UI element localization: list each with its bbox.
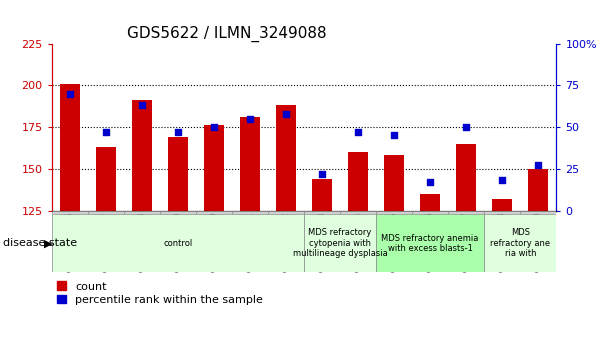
Bar [384,155,404,211]
FancyBboxPatch shape [196,211,232,214]
Bar [132,100,152,211]
Text: control: control [163,239,193,248]
FancyBboxPatch shape [160,211,196,214]
Point [173,129,183,135]
Point [209,124,219,130]
Text: GSM1515753: GSM1515753 [317,211,326,272]
Bar [96,147,116,211]
FancyBboxPatch shape [88,211,124,214]
Text: GSM1515747: GSM1515747 [102,211,110,272]
Text: GSM1515749: GSM1515749 [173,211,182,272]
Bar [204,125,224,211]
FancyBboxPatch shape [520,211,556,214]
Bar [348,152,368,211]
Point [497,178,507,183]
Point [65,91,75,97]
FancyBboxPatch shape [484,214,556,272]
Text: GSM1515755: GSM1515755 [390,211,399,272]
Text: GSM1515754: GSM1515754 [354,211,362,272]
Text: GSM1515746: GSM1515746 [65,211,74,272]
Point [137,102,147,108]
Bar [168,137,188,211]
Bar [60,83,80,211]
Point [533,163,543,168]
Point [426,179,435,185]
Point [317,171,327,177]
Text: MDS refractory anemia
with excess blasts-1: MDS refractory anemia with excess blasts… [381,233,479,253]
Point [461,124,471,130]
Text: GSM1515748: GSM1515748 [137,211,147,272]
Text: GSM1515751: GSM1515751 [246,211,254,272]
Text: GSM1515756: GSM1515756 [426,211,435,272]
FancyBboxPatch shape [268,211,304,214]
Text: GDS5622 / ILMN_3249088: GDS5622 / ILMN_3249088 [128,26,327,42]
Text: MDS
refractory ane
ria with: MDS refractory ane ria with [490,228,550,258]
Legend: count, percentile rank within the sample: count, percentile rank within the sample [57,281,263,305]
Text: GSM1515758: GSM1515758 [498,211,506,272]
Text: GSM1515750: GSM1515750 [209,211,218,272]
Bar [276,105,296,211]
Bar [240,117,260,211]
Bar [528,169,548,211]
Bar [456,144,476,211]
Bar [312,179,332,211]
FancyBboxPatch shape [124,211,160,214]
FancyBboxPatch shape [304,211,340,214]
Bar [420,194,440,211]
FancyBboxPatch shape [340,211,376,214]
Text: ▶: ▶ [44,238,53,248]
FancyBboxPatch shape [484,211,520,214]
Bar [492,199,512,211]
Point [101,129,111,135]
Text: disease state: disease state [3,238,77,248]
FancyBboxPatch shape [376,211,412,214]
FancyBboxPatch shape [376,214,484,272]
Text: GSM1515752: GSM1515752 [282,211,291,272]
Point [245,116,255,122]
FancyBboxPatch shape [52,211,88,214]
Text: MDS refractory
cytopenia with
multilineage dysplasia: MDS refractory cytopenia with multilinea… [292,228,387,258]
Point [281,111,291,117]
Point [353,129,363,135]
FancyBboxPatch shape [448,211,484,214]
FancyBboxPatch shape [52,214,304,272]
Text: GSM1515759: GSM1515759 [534,211,543,272]
Text: GSM1515757: GSM1515757 [461,211,471,272]
FancyBboxPatch shape [412,211,448,214]
Point [389,132,399,138]
FancyBboxPatch shape [304,214,376,272]
FancyBboxPatch shape [232,211,268,214]
